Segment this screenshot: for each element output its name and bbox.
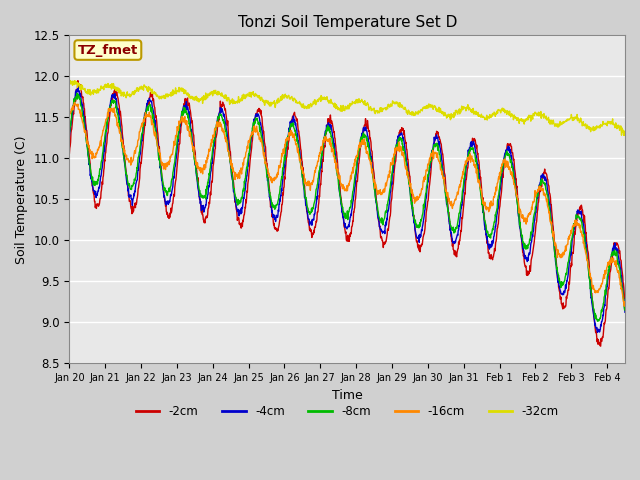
X-axis label: Time: Time xyxy=(332,389,363,402)
Legend: -2cm, -4cm, -8cm, -16cm, -32cm: -2cm, -4cm, -8cm, -16cm, -32cm xyxy=(131,401,564,423)
Title: Tonzi Soil Temperature Set D: Tonzi Soil Temperature Set D xyxy=(237,15,457,30)
Y-axis label: Soil Temperature (C): Soil Temperature (C) xyxy=(15,135,28,264)
Text: TZ_fmet: TZ_fmet xyxy=(77,44,138,57)
